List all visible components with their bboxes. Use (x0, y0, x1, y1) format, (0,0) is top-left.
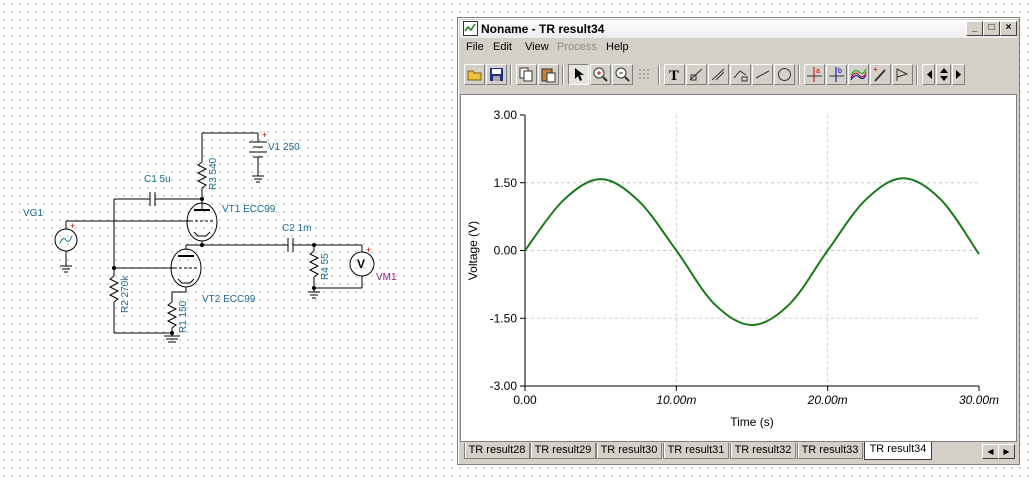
x-tick-label: 20.00m (807, 393, 848, 407)
tab-scroll-left-button[interactable]: ◀ (982, 444, 999, 459)
r4-label: R4 55 (320, 253, 331, 280)
open-folder-icon[interactable] (464, 64, 485, 85)
copy-icon[interactable] (516, 64, 537, 85)
tab-tr-result28[interactable]: TR result28 (464, 443, 530, 459)
svg-text:+: + (366, 245, 371, 255)
flag-icon[interactable] (892, 64, 913, 85)
grid-icon[interactable] (634, 64, 655, 85)
r1-label: R1 150 (178, 300, 189, 333)
menu-help[interactable]: Help (606, 41, 629, 53)
svg-text:T: T (669, 68, 679, 83)
circuit-schematic[interactable]: + + + (0, 0, 455, 482)
save-icon[interactable] (486, 64, 507, 85)
tab-tr-result34[interactable]: TR result34 (864, 442, 932, 460)
menu-view[interactable]: View (525, 41, 549, 53)
menu-edit[interactable]: Edit (493, 41, 512, 53)
tab-tr-result31[interactable]: TR result31 (663, 443, 729, 459)
vt1-label: VT1 ECC99 (222, 204, 276, 215)
maximize-button[interactable]: □ (983, 21, 1000, 36)
curves-icon[interactable] (848, 64, 869, 85)
vg1-label: VG1 (23, 208, 44, 219)
tab-tr-result32[interactable]: TR result32 (730, 443, 796, 459)
c1-label: C1 5u (144, 174, 171, 185)
marker-b-icon[interactable]: b (826, 64, 847, 85)
voltage-time-chart[interactable]: 0.00 10.00m 20.00m 30.00m 3.00 1.50 0.00 -1.50 -… (461, 95, 1016, 441)
x-tick-label: 30.00m (959, 393, 999, 407)
plot-area[interactable]: 0.00 10.00m 20.00m 30.00m 3.00 1.50 0.00 -1.50 -… (460, 94, 1017, 442)
svg-text:a: a (816, 68, 820, 75)
zoom-in-icon[interactable] (590, 64, 611, 85)
x-tick-label: 10.00m (656, 393, 696, 407)
tab-scroll-right-button[interactable]: ▶ (998, 444, 1015, 459)
y-axis-label: Voltage (V) (466, 221, 480, 280)
menu-process[interactable]: Process (557, 41, 597, 53)
svg-text:+: + (262, 130, 267, 140)
app-icon (463, 21, 478, 36)
vt2-label: VT2 ECC99 (202, 294, 256, 305)
tab-tr-result30[interactable]: TR result30 (596, 443, 662, 459)
tab-tr-result29[interactable]: TR result29 (530, 443, 596, 459)
marker-a-icon[interactable]: a (804, 64, 825, 85)
menu-file[interactable]: File (466, 41, 484, 53)
v1-label: V1 250 (268, 142, 300, 153)
title-bar[interactable]: Noname - TR result34 _ □ × (460, 20, 1017, 38)
tab-tr-result33[interactable]: TR result33 (797, 443, 863, 459)
y-tick-label: 3.00 (494, 108, 518, 122)
x-tick-label: 0.00 (513, 393, 537, 407)
nav-updown-icon[interactable] (936, 64, 951, 85)
y-tick-label: -3.00 (490, 379, 518, 393)
svg-text:b: b (838, 68, 842, 75)
cursor-ab-icon[interactable] (730, 64, 751, 85)
cursor-a-icon[interactable] (686, 64, 707, 85)
result-tabs: TR result28 TR result29 TR result30 TR r… (460, 442, 1017, 460)
close-button[interactable]: × (1000, 21, 1017, 36)
c2-label: C2 1m (282, 223, 312, 234)
svg-text:+: + (70, 221, 75, 231)
x-axis-label: Time (s) (730, 415, 774, 429)
text-icon[interactable]: T (664, 64, 685, 85)
toolbar: T a b + (462, 62, 1015, 90)
line-icon[interactable] (752, 64, 773, 85)
series-line-voltage (524, 177, 980, 327)
window-title: Noname - TR result34 (481, 22, 605, 36)
y-tick-label: 1.50 (494, 176, 518, 190)
result-window[interactable]: Noname - TR result34 _ □ × File Edit Vie… (457, 17, 1020, 465)
nav-right-icon[interactable] (952, 64, 965, 85)
nav-left-icon[interactable] (922, 64, 935, 85)
r2-label: R2 270k (120, 275, 131, 313)
minimize-button[interactable]: _ (966, 21, 983, 36)
r3-label: R3 540 (208, 157, 219, 190)
pointer-icon[interactable] (568, 64, 589, 85)
y-tick-label: 0.00 (494, 244, 518, 258)
paste-icon[interactable] (538, 64, 559, 85)
vm1-label: VM1 (376, 272, 397, 283)
y-tick-label: -1.50 (490, 311, 518, 325)
zoom-100-icon[interactable] (612, 64, 633, 85)
probe-icon[interactable]: + (870, 64, 891, 85)
menu-bar: File Edit View Process Help (460, 39, 1017, 57)
cursor-b-icon[interactable] (708, 64, 729, 85)
svg-text:+: + (873, 66, 878, 74)
voltmeter-v-glyph: V (357, 257, 366, 271)
circle-icon[interactable] (774, 64, 795, 85)
